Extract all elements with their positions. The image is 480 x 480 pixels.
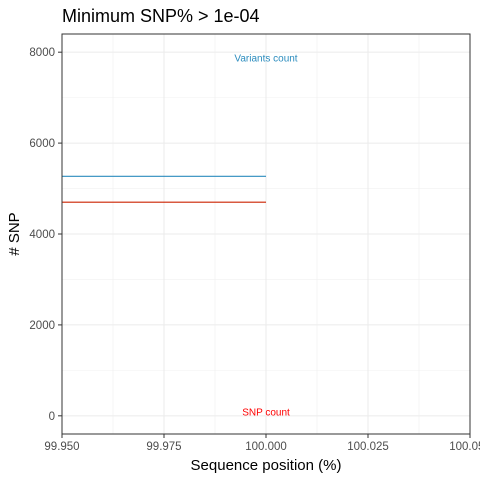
x-tick-label: 99.950 (44, 441, 79, 453)
y-tick-label: 6000 (29, 138, 55, 150)
annotation-label: Variants count (234, 54, 297, 65)
annotation-label: SNP count (242, 408, 290, 419)
x-tick-label: 100.000 (245, 441, 287, 453)
y-tick-label: 8000 (29, 47, 55, 59)
y-tick-label: 0 (49, 411, 55, 423)
plot-panel: Variants count SNP count (61, 33, 471, 435)
y-tick-label: 4000 (29, 229, 55, 241)
chart-title: Minimum SNP% > 1e-04 (62, 6, 260, 26)
series-lines (62, 175, 266, 203)
annotations: Variants count SNP count (234, 54, 297, 419)
y-tick-label: 2000 (29, 320, 55, 332)
x-axis: 99.950 99.975 100.000 100.025 100.050 (44, 434, 480, 453)
y-axis-title: # SNP (6, 212, 23, 255)
y-axis: 0 2000 4000 6000 8000 (29, 47, 62, 423)
x-tick-label: 100.025 (347, 441, 389, 453)
x-tick-label: 99.975 (146, 441, 181, 453)
x-tick-label: 100.050 (449, 441, 480, 453)
x-axis-title: Sequence position (%) (191, 457, 342, 474)
